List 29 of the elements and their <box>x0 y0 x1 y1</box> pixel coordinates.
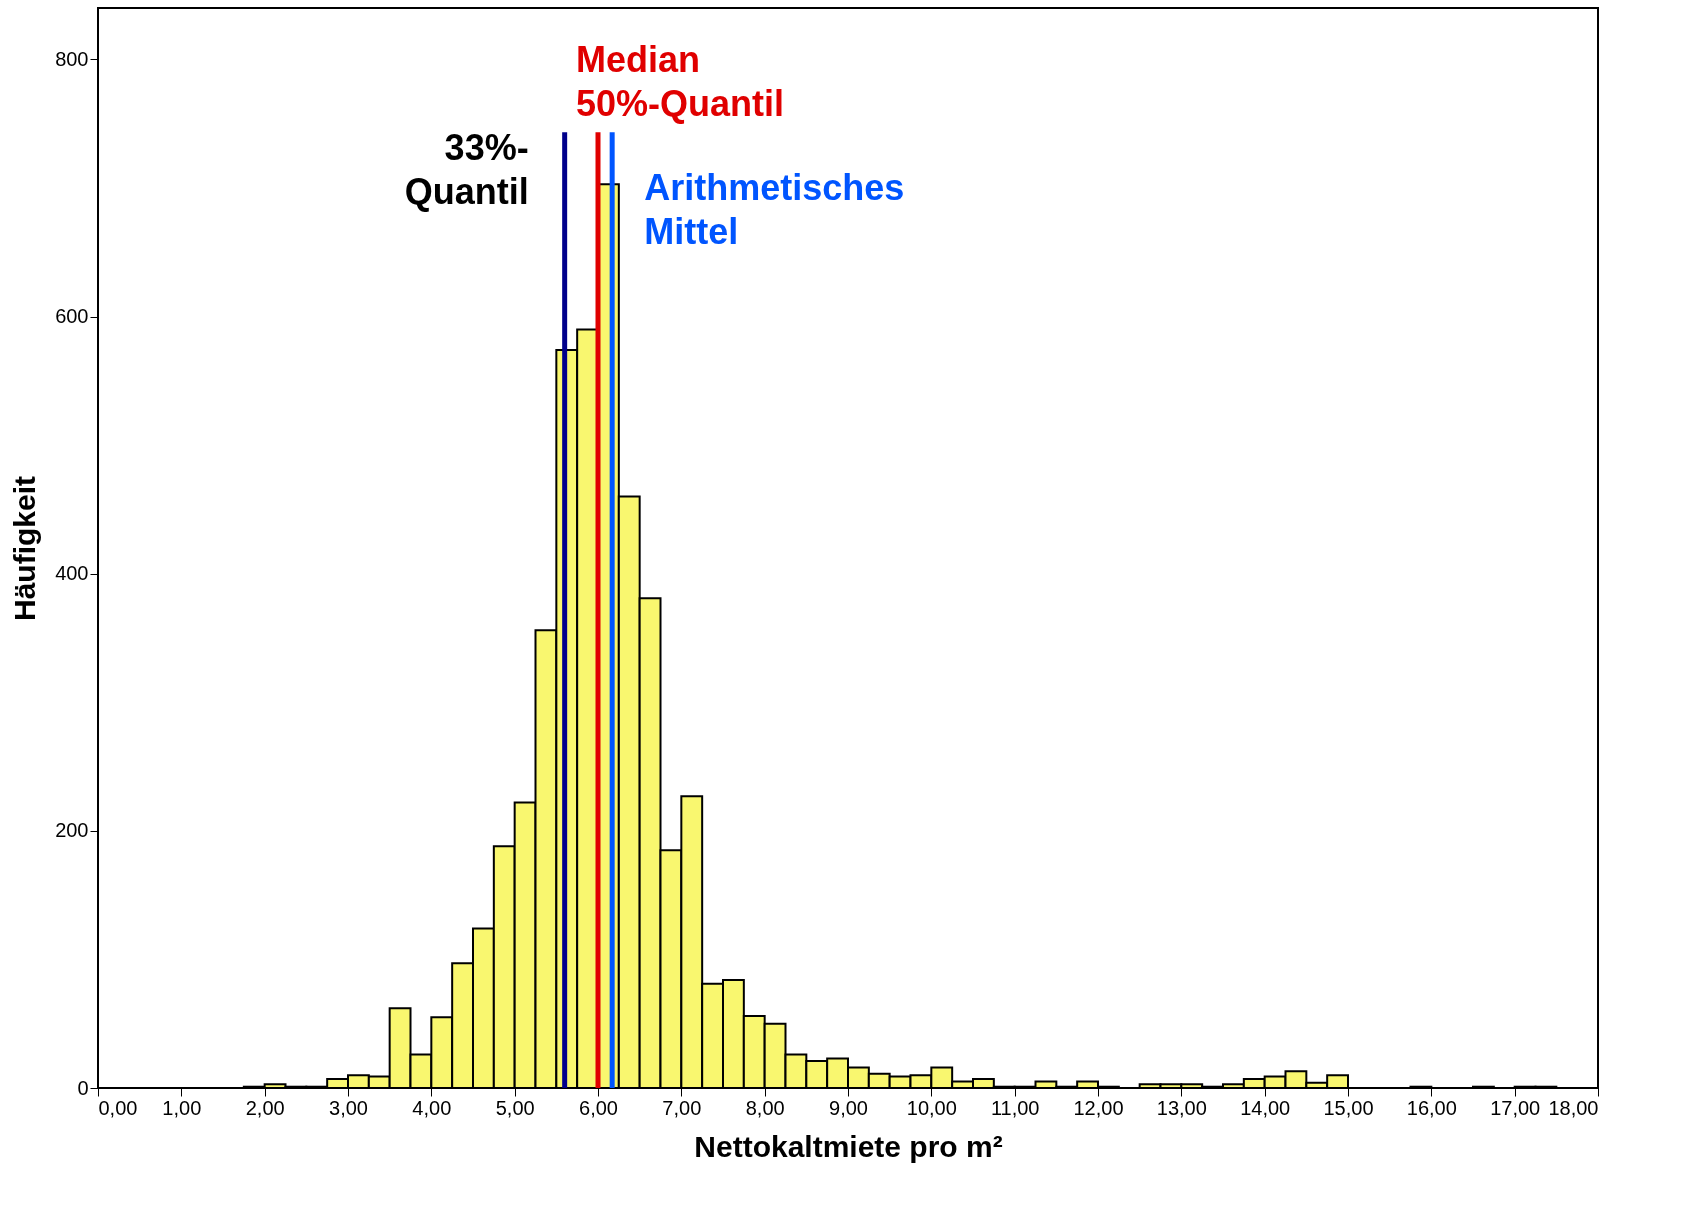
x-tick-label: 4,00 <box>412 1096 452 1119</box>
x-tick-label: 16,00 <box>1406 1096 1457 1119</box>
x-tick-label: 0,00 <box>98 1096 138 1119</box>
x-tick-label: 14,00 <box>1240 1096 1291 1119</box>
x-tick-label: 2,00 <box>245 1096 285 1119</box>
x-tick-label: 9,00 <box>829 1096 868 1119</box>
y-axis-title: Häufigkeit <box>8 475 42 622</box>
ref-line-label: Median 50%-Quantil <box>576 39 785 125</box>
y-tick-label: 600 <box>55 305 89 328</box>
x-tick-label: 7,00 <box>662 1096 702 1119</box>
x-tick-label: 12,00 <box>1073 1096 1124 1119</box>
y-tick-label: 400 <box>55 562 89 585</box>
y-tick-label: 200 <box>55 819 89 842</box>
y-tick-label: 0 <box>77 1076 89 1099</box>
y-tick-label: 800 <box>55 47 89 70</box>
x-tick-label: 3,00 <box>329 1096 368 1119</box>
x-tick-label: 1,00 <box>162 1096 202 1119</box>
ref-line-label: Arithmetisches Mittel <box>644 167 905 253</box>
x-tick-label: 6,00 <box>579 1096 618 1119</box>
x-axis-title: Nettokaltmiete pro m² <box>694 1129 1003 1163</box>
x-tick-label: 8,00 <box>745 1096 785 1119</box>
x-tick-label: 5,00 <box>495 1096 535 1119</box>
x-tick-label: 11,00 <box>990 1096 1040 1119</box>
x-tick-label: 17,00 <box>1490 1096 1541 1119</box>
x-tick-label: 15,00 <box>1323 1096 1374 1119</box>
x-tick-label: 10,00 <box>906 1096 957 1119</box>
x-tick-label: 13,00 <box>1156 1096 1207 1119</box>
ref-line-label: 33%- Quantil <box>404 127 529 213</box>
x-tick-label: 18,00 <box>1548 1096 1599 1119</box>
